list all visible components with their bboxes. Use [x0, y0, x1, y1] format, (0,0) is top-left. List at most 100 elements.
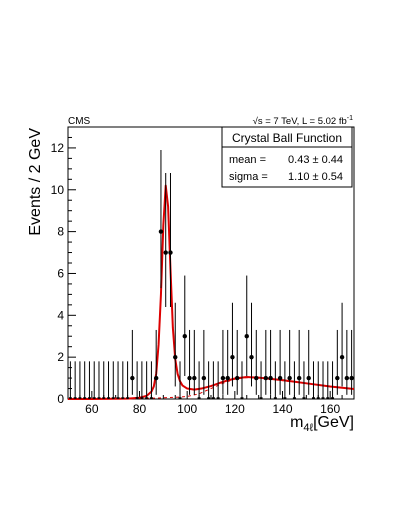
point-marker — [163, 250, 168, 255]
data-point — [207, 361, 211, 399]
data-point — [153, 329, 159, 395]
data-point — [97, 361, 101, 399]
data-point — [173, 302, 178, 387]
data-point — [211, 361, 215, 399]
point-marker — [339, 354, 345, 360]
point-marker — [349, 375, 354, 381]
x-tick-label: 160 — [320, 402, 340, 416]
x-axis: 60 80 100 120 140 160 — [67, 391, 355, 416]
point-marker — [130, 375, 135, 381]
data-point — [197, 361, 201, 399]
data-point — [111, 361, 115, 399]
data-point — [145, 361, 149, 399]
point-marker — [254, 375, 259, 381]
x-tick-label: 140 — [272, 402, 292, 416]
data-point — [149, 361, 153, 399]
y-tick-label: 6 — [57, 266, 64, 280]
data-point — [292, 361, 296, 399]
data-point — [321, 361, 325, 399]
point-marker — [230, 354, 235, 360]
y-axis-label: Events / 2 GeV — [27, 128, 44, 236]
legend-mean-name: mean = — [229, 154, 266, 166]
point-marker — [249, 354, 254, 360]
point-marker — [201, 375, 207, 381]
data-point — [263, 329, 269, 395]
y-tick-label: 2 — [57, 350, 64, 364]
point-marker — [220, 375, 226, 381]
data-point — [168, 173, 173, 307]
legend-title: Crystal Ball Function — [232, 131, 342, 145]
y-tick-label: 0 — [57, 392, 64, 406]
data-point — [230, 302, 235, 387]
point-marker — [153, 375, 159, 381]
data-point — [306, 329, 311, 395]
data-point — [268, 329, 273, 395]
data-point — [277, 329, 283, 395]
x-tick-label: 80 — [133, 402, 147, 416]
data-point — [73, 361, 77, 399]
point-marker — [182, 334, 187, 339]
data-point — [182, 275, 187, 376]
data-point — [216, 361, 220, 399]
data-point — [244, 275, 249, 376]
point-marker — [277, 375, 283, 381]
x-tick-label: 60 — [85, 402, 99, 416]
data-point — [296, 329, 302, 395]
x-axis-label: m4ℓ[GeV] — [290, 414, 354, 434]
y-axis: 0 2 4 6 8 10 12 — [51, 126, 76, 406]
energy-lumi-label: √s = 7 TeV, L = 5.02 fb-1 — [253, 115, 353, 127]
point-marker — [335, 375, 340, 381]
data-point — [121, 361, 125, 399]
fit-legend: Crystal Ball Function mean = 0.43 ± 0.44… — [221, 126, 353, 188]
data-point — [283, 361, 287, 399]
legend-sigma-name: sigma = — [229, 171, 268, 183]
data-point — [178, 361, 182, 399]
data-point — [83, 361, 87, 399]
data-point — [92, 361, 96, 399]
data-point — [316, 361, 320, 399]
data-point — [326, 361, 330, 399]
point-marker — [306, 375, 311, 381]
data-point — [130, 329, 135, 395]
point-marker — [268, 375, 273, 381]
y-tick-label: 4 — [57, 308, 64, 322]
data-point — [344, 329, 350, 395]
data-point — [339, 302, 345, 387]
point-marker — [173, 354, 178, 360]
data-point — [102, 361, 106, 399]
data-point — [273, 361, 277, 399]
data-point — [126, 361, 130, 399]
point-marker — [296, 375, 302, 381]
point-marker — [225, 375, 230, 381]
data-point — [201, 329, 207, 395]
y-tick-label: 10 — [51, 183, 65, 197]
x-tick-label: 100 — [177, 402, 197, 416]
point-marker — [263, 375, 269, 381]
data-points — [68, 150, 354, 399]
point-marker — [244, 334, 249, 339]
data-point — [335, 329, 340, 395]
point-marker — [344, 375, 350, 381]
data-point — [225, 329, 230, 395]
point-marker — [287, 375, 292, 381]
data-point — [140, 361, 144, 399]
experiment-label: CMS — [68, 116, 91, 127]
legend-mean-value: 0.43 ± 0.44 — [288, 154, 343, 166]
y-tick-label: 12 — [51, 141, 65, 155]
data-point — [240, 361, 244, 399]
data-point — [302, 361, 306, 399]
data-point — [192, 329, 197, 395]
data-point — [68, 361, 72, 399]
x-tick-label: 120 — [225, 402, 245, 416]
data-point — [235, 329, 240, 395]
point-marker — [158, 229, 164, 234]
data-point — [331, 361, 335, 399]
data-point — [163, 173, 168, 307]
data-point — [349, 329, 354, 395]
data-point — [259, 361, 263, 399]
data-point — [158, 150, 164, 289]
y-tick-label: 8 — [57, 225, 64, 239]
point-marker — [192, 375, 197, 381]
data-point — [254, 329, 259, 395]
